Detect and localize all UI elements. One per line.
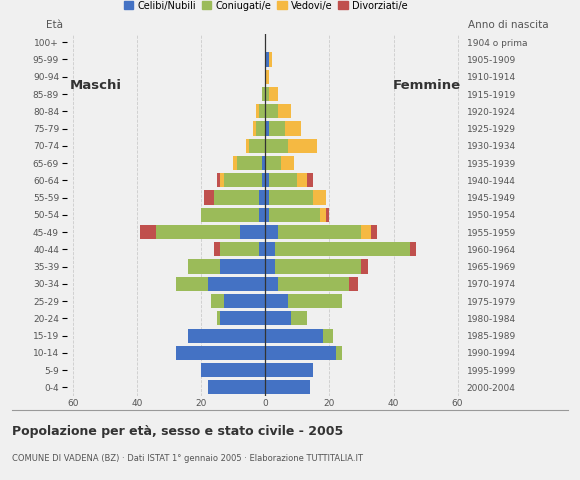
Bar <box>266 70 269 84</box>
Bar <box>266 191 269 204</box>
Bar <box>349 277 358 291</box>
Bar <box>214 242 220 256</box>
Bar <box>269 121 285 135</box>
Text: Età: Età <box>46 20 63 30</box>
Bar <box>249 139 266 153</box>
Bar <box>140 225 157 239</box>
Bar <box>208 380 266 395</box>
Bar <box>188 260 220 274</box>
Bar <box>278 225 361 239</box>
Bar <box>220 260 266 274</box>
Bar <box>266 87 269 101</box>
Bar <box>256 104 259 119</box>
Legend: Celibi/Nubili, Coniugati/e, Vedovi/e, Divorziati/e: Celibi/Nubili, Coniugati/e, Vedovi/e, Di… <box>119 0 411 14</box>
Bar <box>320 208 326 222</box>
Bar <box>266 156 281 170</box>
Bar <box>176 277 208 291</box>
Bar <box>266 121 269 135</box>
Bar <box>246 139 249 153</box>
Bar <box>266 104 278 119</box>
Bar <box>218 173 220 187</box>
Bar <box>259 191 266 204</box>
Bar <box>288 294 342 308</box>
Bar <box>326 208 329 222</box>
Bar <box>214 191 259 204</box>
Bar <box>266 52 269 67</box>
Bar <box>262 173 266 187</box>
Text: COMUNE DI VADENA (BZ) · Dati ISTAT 1° gennaio 2005 · Elaborazione TUTTITALIA.IT: COMUNE DI VADENA (BZ) · Dati ISTAT 1° ge… <box>12 454 362 463</box>
Bar <box>188 328 266 343</box>
Bar <box>266 242 275 256</box>
Bar <box>285 121 300 135</box>
Bar <box>220 242 259 256</box>
Text: Maschi: Maschi <box>70 79 122 92</box>
Bar <box>269 52 272 67</box>
Bar <box>266 139 288 153</box>
Bar <box>361 225 371 239</box>
Bar <box>259 208 266 222</box>
Bar <box>224 294 266 308</box>
Bar <box>266 346 336 360</box>
Bar <box>323 328 333 343</box>
Bar <box>291 311 307 325</box>
Bar <box>361 260 368 274</box>
Bar <box>278 104 291 119</box>
Bar <box>266 277 278 291</box>
Bar <box>259 242 266 256</box>
Bar <box>201 363 266 377</box>
Bar <box>409 242 416 256</box>
Text: Femmine: Femmine <box>393 79 461 92</box>
Bar <box>266 225 278 239</box>
Bar <box>275 260 361 274</box>
Bar <box>220 311 266 325</box>
Bar <box>275 242 409 256</box>
Bar <box>278 277 349 291</box>
Bar <box>269 191 313 204</box>
Bar <box>266 294 288 308</box>
Text: Anno di nascita: Anno di nascita <box>468 20 549 30</box>
Bar <box>205 191 214 204</box>
Bar <box>201 208 259 222</box>
Bar <box>211 294 224 308</box>
Bar <box>224 173 262 187</box>
Bar <box>256 121 266 135</box>
Bar <box>262 87 266 101</box>
Bar <box>266 260 275 274</box>
Bar <box>252 121 256 135</box>
Bar <box>266 208 269 222</box>
Bar <box>266 173 269 187</box>
Bar <box>281 156 294 170</box>
Bar <box>237 156 262 170</box>
Bar <box>269 208 320 222</box>
Bar <box>307 173 313 187</box>
Bar <box>240 225 266 239</box>
Bar <box>336 346 342 360</box>
Bar <box>233 156 237 170</box>
Bar <box>266 311 291 325</box>
Bar <box>208 277 266 291</box>
Bar <box>259 104 266 119</box>
Bar <box>266 380 310 395</box>
Bar <box>313 191 326 204</box>
Bar <box>266 328 323 343</box>
Bar <box>218 311 220 325</box>
Bar <box>220 173 224 187</box>
Bar <box>157 225 240 239</box>
Bar <box>269 173 298 187</box>
Text: Popolazione per età, sesso e stato civile - 2005: Popolazione per età, sesso e stato civil… <box>12 425 343 438</box>
Bar <box>269 87 278 101</box>
Bar <box>298 173 307 187</box>
Bar <box>371 225 378 239</box>
Bar <box>266 363 313 377</box>
Bar <box>288 139 317 153</box>
Bar <box>262 156 266 170</box>
Bar <box>176 346 266 360</box>
